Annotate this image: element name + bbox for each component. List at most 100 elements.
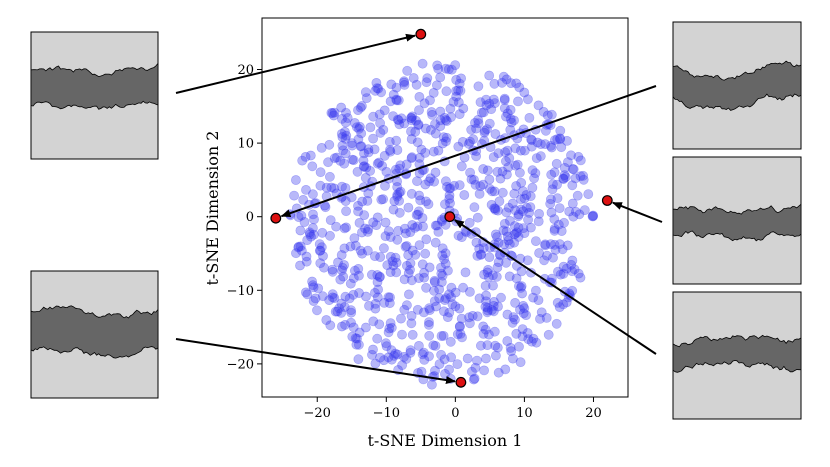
scatter-point — [413, 340, 424, 351]
scatter-point — [509, 188, 520, 199]
scatter-point — [588, 210, 598, 221]
scatter-point — [308, 209, 318, 220]
scatter-point — [481, 100, 492, 111]
scatter-point — [531, 337, 542, 348]
scatter-point — [321, 182, 332, 193]
scatter-point — [468, 374, 479, 385]
scatter-point — [572, 190, 583, 201]
scatter-point — [379, 297, 390, 308]
scatter-point — [389, 196, 400, 206]
scatter-point — [482, 165, 493, 176]
scatter-point — [362, 226, 373, 237]
scatter-point — [567, 285, 578, 296]
scatter-point — [306, 231, 316, 242]
scatter-point — [301, 251, 312, 262]
scatter-point — [490, 203, 500, 214]
scatter-point — [353, 105, 363, 115]
scatter-point — [420, 248, 431, 259]
scatter-point — [330, 306, 341, 317]
scatter-point — [405, 347, 416, 358]
scatter-point — [392, 182, 403, 192]
scatter-point — [399, 76, 409, 87]
scatter-point — [505, 342, 516, 353]
scatter-point — [373, 83, 384, 94]
scatter-point — [504, 215, 515, 226]
scatter-point — [406, 115, 417, 126]
scatter-point — [463, 138, 474, 149]
scatter-point — [379, 105, 390, 116]
scatter-point — [558, 299, 569, 310]
scatter-point — [375, 127, 386, 138]
scatter-point — [406, 153, 417, 163]
scatter-point — [479, 127, 490, 138]
scatter-point — [550, 135, 560, 145]
scatter-point — [558, 268, 569, 279]
scatter-point — [482, 302, 493, 313]
scatter-point — [456, 313, 467, 324]
scatter-point — [548, 252, 558, 263]
scatter-point — [445, 183, 456, 194]
scatter-point — [363, 188, 374, 199]
scatter-point — [387, 256, 398, 267]
scatter-point — [555, 125, 566, 136]
plot-frame — [261, 17, 629, 398]
scatter-point — [438, 132, 449, 143]
x-axis-label: t-SNE Dimension 1 — [368, 431, 523, 450]
scatter-point — [415, 195, 426, 206]
scatter-point — [465, 136, 475, 147]
scatter-point — [296, 210, 307, 221]
scatter-point — [489, 296, 499, 307]
scatter-point — [439, 113, 450, 123]
scatter-point — [349, 233, 360, 243]
scatter-point — [290, 175, 301, 185]
scatter-point — [335, 274, 346, 285]
scatter-point — [352, 333, 362, 344]
scatter-point — [341, 107, 351, 118]
scatter-point — [444, 307, 455, 318]
scatter-point — [308, 282, 319, 293]
scatter-point — [509, 221, 520, 231]
scatter-point — [302, 289, 313, 300]
scatter-point — [372, 292, 383, 303]
scatter-point — [538, 106, 549, 117]
scatter-point — [386, 345, 397, 356]
scatter-point — [511, 328, 522, 339]
scatter-point — [506, 117, 517, 128]
scatter-point — [430, 220, 441, 231]
scatter-point — [446, 112, 456, 122]
scatter-point — [417, 259, 428, 270]
scatter-point — [429, 275, 440, 286]
scatter-point — [428, 88, 439, 98]
scatter-point — [523, 334, 534, 345]
scatter-point — [444, 289, 454, 300]
highlighted-point-left — [270, 212, 282, 224]
scatter-point — [499, 95, 510, 105]
scatter-point — [514, 281, 524, 291]
scatter-point — [451, 75, 462, 85]
scatter-point — [558, 173, 569, 184]
scatter-point — [427, 110, 438, 120]
scatter-point — [419, 267, 429, 278]
scatter-point — [480, 280, 491, 291]
scatter-point — [378, 194, 388, 204]
scatter-point — [375, 352, 385, 363]
scatter-point — [503, 162, 514, 173]
scatter-point — [513, 231, 524, 242]
scatter-point — [478, 328, 489, 339]
scatter-point — [341, 206, 351, 217]
scatter-point — [332, 306, 343, 317]
scatter-point — [413, 120, 424, 131]
scatter-point — [354, 288, 364, 298]
scatter-point — [484, 70, 495, 81]
scatter-point — [421, 77, 432, 88]
scatter-point — [307, 189, 318, 200]
scatter-point — [412, 137, 423, 148]
scatter-point — [388, 204, 399, 215]
highlighted-point-top — [415, 28, 427, 40]
scatter-point — [486, 104, 497, 115]
scatter-point — [524, 207, 534, 218]
scatter-point — [542, 250, 552, 261]
scatter-point — [424, 176, 434, 187]
scatter-point — [418, 307, 429, 318]
scatter-point — [499, 103, 510, 113]
